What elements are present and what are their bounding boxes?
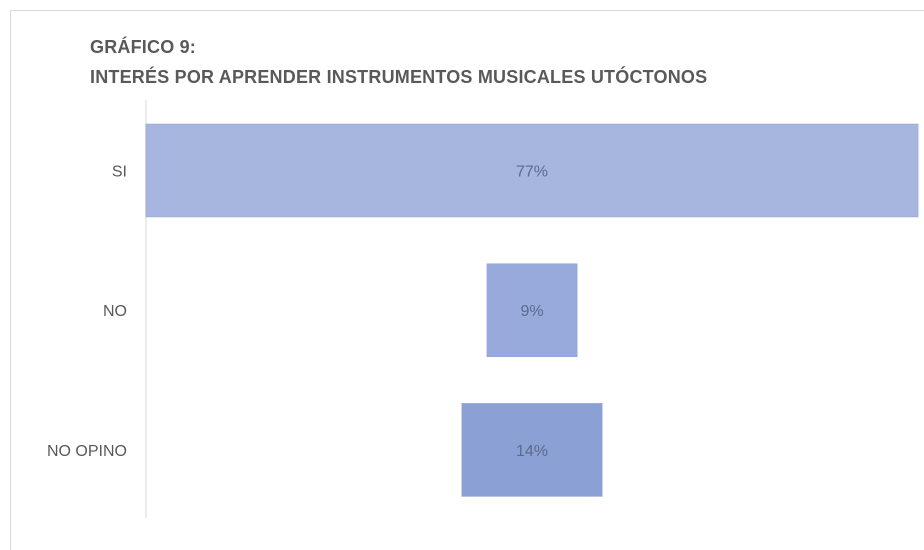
data-label-no: 9% bbox=[520, 303, 543, 320]
category-label-si: SI bbox=[112, 164, 127, 181]
data-label-no-opino: 14% bbox=[516, 443, 548, 460]
category-label-no: NO bbox=[103, 303, 127, 320]
chart-title-line-1: GRÁFICO 9: bbox=[90, 37, 197, 57]
chart-title: GRÁFICO 9: INTERÉS POR APRENDER INSTRUME… bbox=[90, 32, 707, 92]
bar-si bbox=[145, 123, 919, 218]
data-label-si: 77% bbox=[516, 164, 548, 181]
bar-chart-plot: 77% SI 9% NO 14% NO OPINO bbox=[47, 100, 919, 518]
category-label-no-opino: NO OPINO bbox=[47, 443, 127, 460]
chart-title-line-2: INTERÉS POR APRENDER INSTRUMENTOS MUSICA… bbox=[90, 67, 708, 87]
chart-frame bbox=[10, 10, 924, 550]
bar-no-opino bbox=[461, 403, 603, 497]
bars-group: 77% SI 9% NO 14% NO OPINO bbox=[47, 123, 919, 497]
bar-no bbox=[486, 263, 578, 357]
